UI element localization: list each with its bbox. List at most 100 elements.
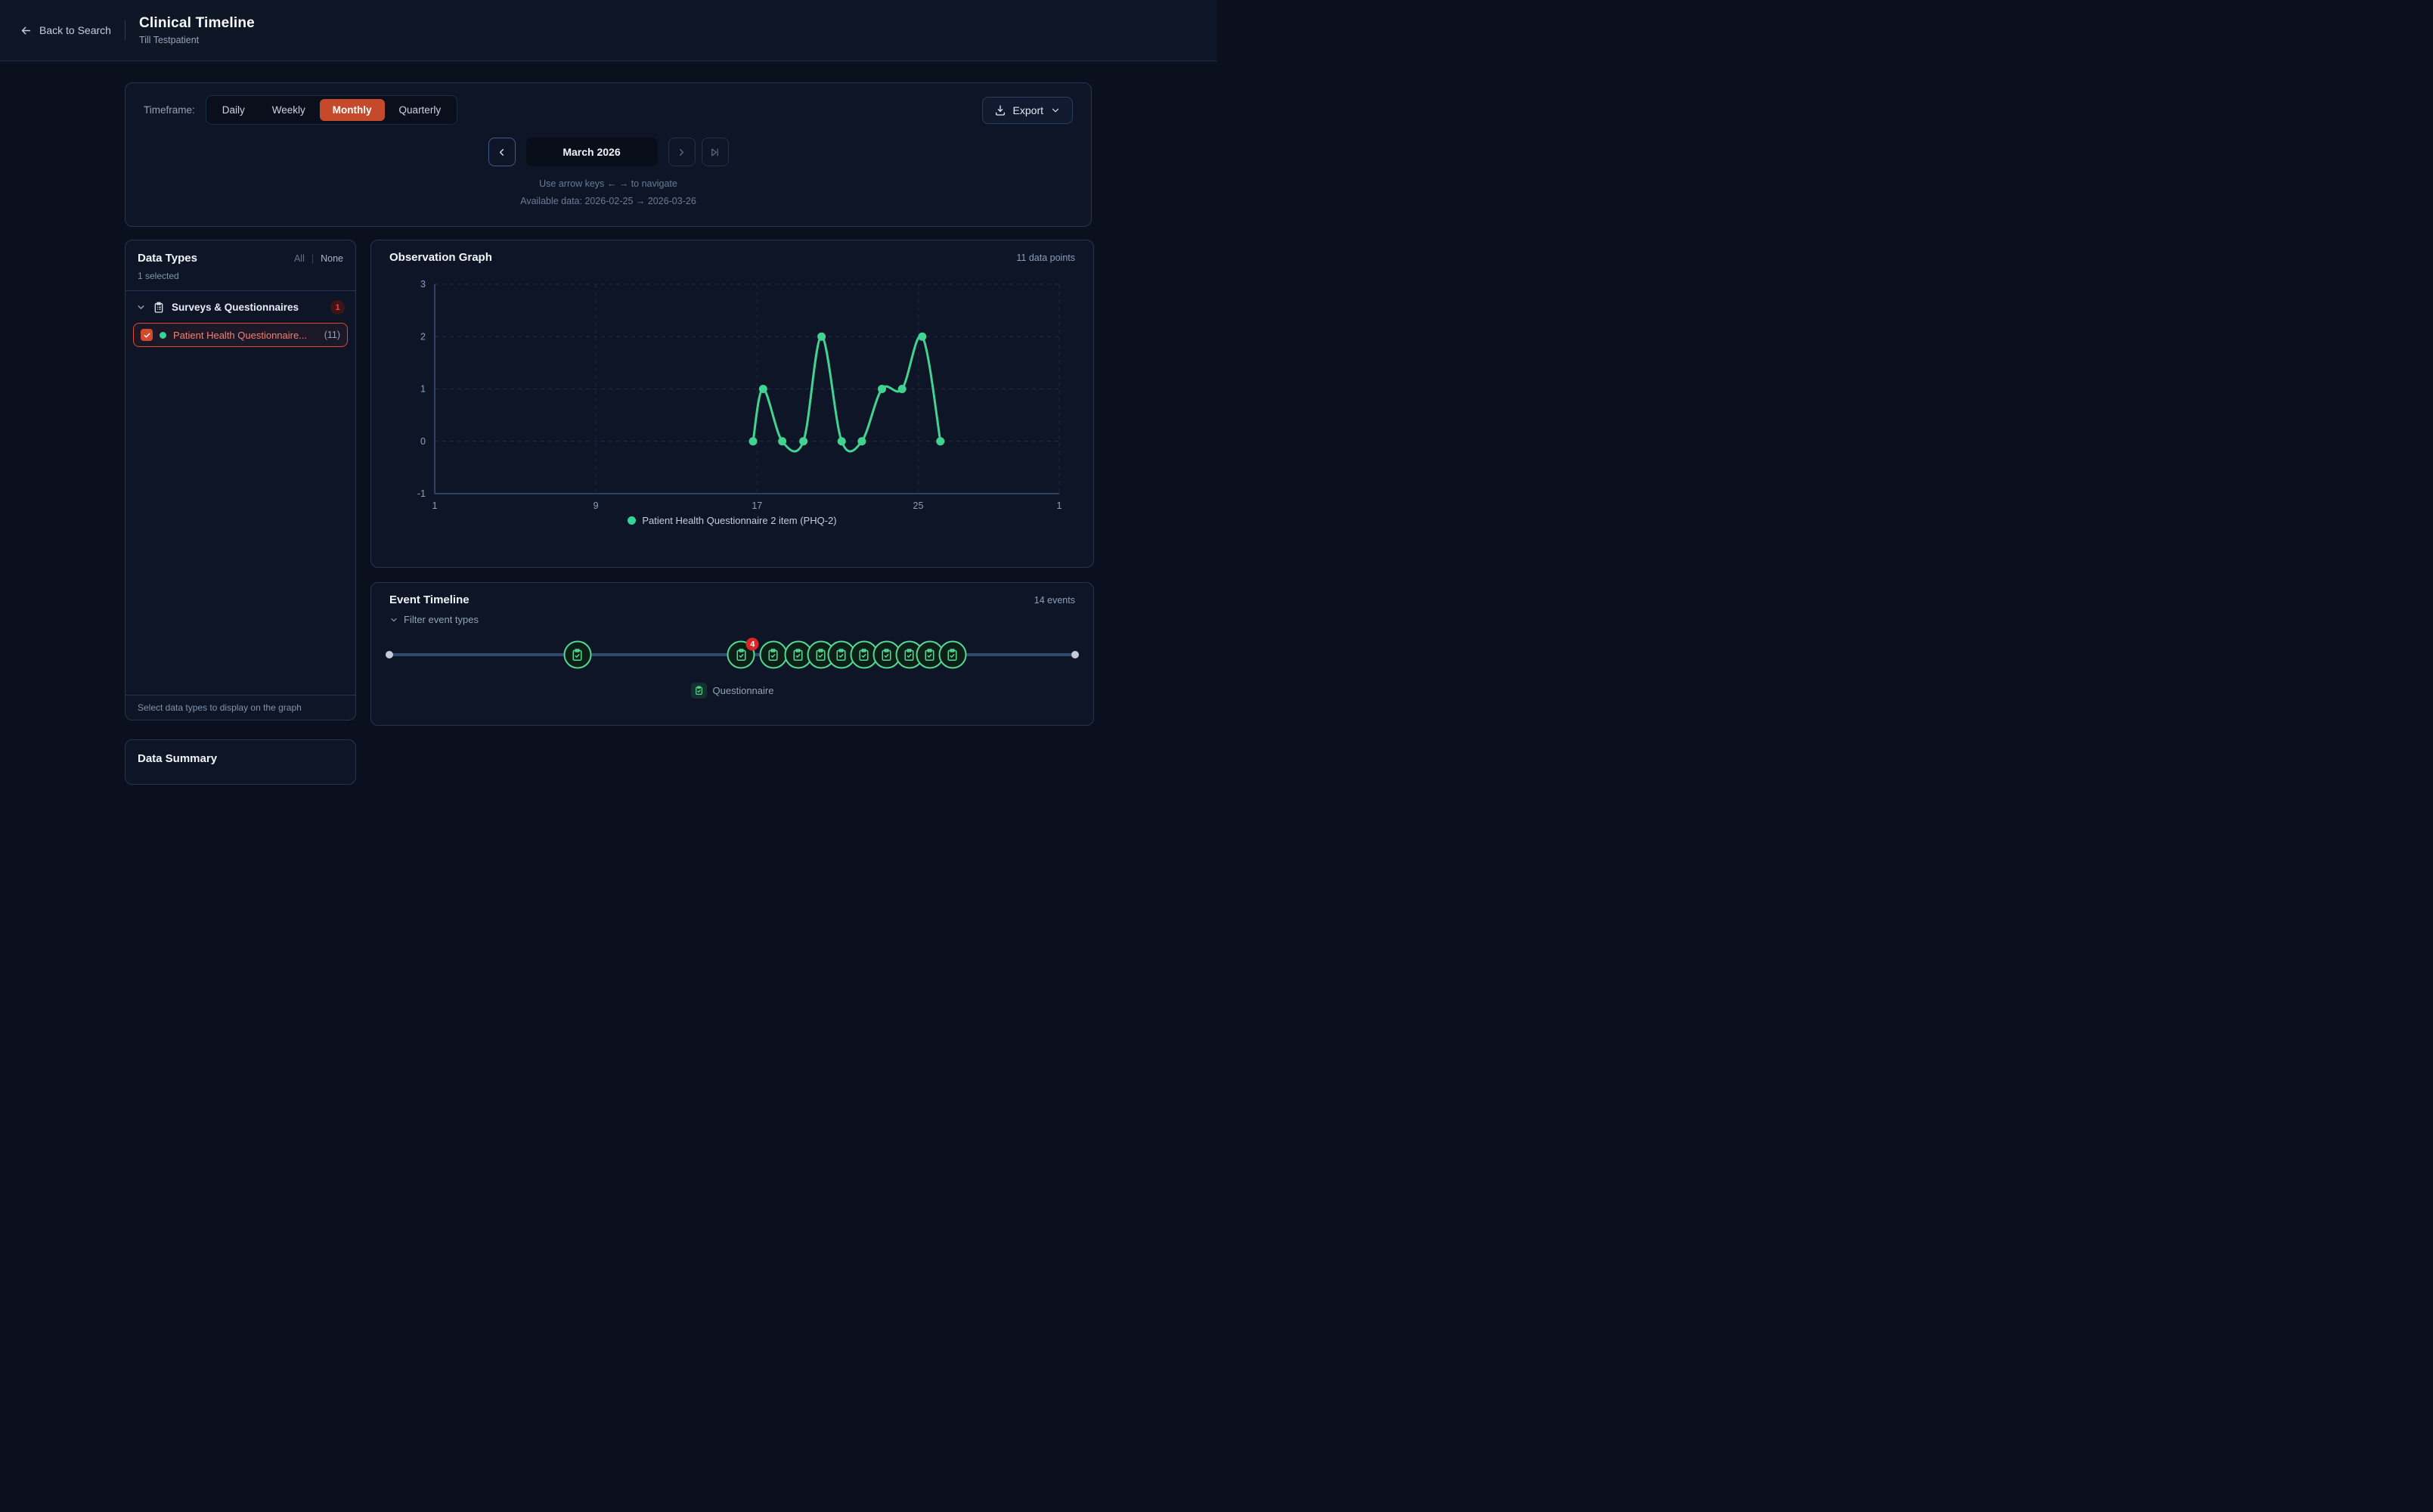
data-summary-title: Data Summary bbox=[138, 752, 343, 765]
series-color-dot bbox=[160, 332, 166, 339]
legend-series-label: Patient Health Questionnaire 2 item (PHQ… bbox=[642, 515, 836, 526]
clipboard-check-icon bbox=[571, 648, 584, 662]
event-marker[interactable] bbox=[759, 641, 787, 669]
back-label: Back to Search bbox=[39, 24, 111, 36]
observation-graph-title: Observation Graph bbox=[389, 251, 492, 264]
filter-event-types-toggle[interactable]: Filter event types bbox=[389, 614, 479, 625]
event-marker[interactable] bbox=[563, 641, 591, 669]
event-timeline-card: Event Timeline 14 events Filter event ty… bbox=[370, 582, 1094, 726]
event-timeline-track: 4 bbox=[389, 633, 1075, 677]
legend-series-dot bbox=[628, 516, 636, 525]
timeframe-option-quarterly[interactable]: Quarterly bbox=[386, 99, 454, 121]
data-type-item-phq[interactable]: Patient Health Questionnaire... (11) bbox=[133, 323, 348, 347]
clipboard-check-icon bbox=[792, 648, 805, 662]
data-type-label: Patient Health Questionnaire... bbox=[173, 330, 318, 341]
svg-text:25: 25 bbox=[913, 500, 924, 511]
clipboard-check-icon bbox=[903, 648, 916, 662]
group-label: Surveys & Questionnaires bbox=[172, 302, 324, 313]
clipboard-check-icon bbox=[946, 648, 959, 662]
data-point-count: 11 data points bbox=[1016, 253, 1075, 263]
export-label: Export bbox=[1013, 104, 1043, 116]
arrow-left-icon bbox=[20, 24, 33, 37]
data-point bbox=[918, 333, 926, 341]
timeframe-option-weekly[interactable]: Weekly bbox=[259, 99, 318, 121]
timeframe-segmented-control: Daily Weekly Monthly Quarterly bbox=[206, 95, 457, 125]
questionnaire-legend-icon-box bbox=[691, 683, 707, 699]
svg-text:-1: -1 bbox=[417, 488, 426, 499]
data-types-title: Data Types bbox=[138, 252, 197, 265]
previous-period-button[interactable] bbox=[488, 138, 516, 166]
next-period-button[interactable] bbox=[668, 138, 696, 166]
data-point bbox=[799, 437, 807, 445]
clipboard-check-icon bbox=[835, 648, 848, 662]
data-summary-card: Data Summary bbox=[125, 739, 356, 785]
data-point bbox=[878, 385, 886, 393]
chevron-down-icon bbox=[389, 615, 398, 624]
skip-to-latest-button[interactable] bbox=[702, 138, 729, 166]
select-none-button[interactable]: None bbox=[321, 253, 343, 264]
timeframe-option-monthly[interactable]: Monthly bbox=[320, 99, 385, 121]
available-data-range: Available data: 2026-02-25 → 2026-03-26 bbox=[144, 196, 1073, 206]
clipboard-check-icon bbox=[734, 648, 748, 662]
selected-count: 1 selected bbox=[138, 271, 343, 281]
observation-chart: -1 0 1 2 3 1 9 17 25 1 bbox=[389, 271, 1075, 513]
page-title: Clinical Timeline bbox=[139, 15, 255, 32]
data-point bbox=[857, 437, 866, 445]
event-cluster-badge: 4 bbox=[746, 638, 759, 651]
app-header: Back to Search Clinical Timeline Till Te… bbox=[0, 0, 1216, 61]
clipboard-list-icon bbox=[153, 302, 165, 314]
svg-text:1: 1 bbox=[420, 384, 426, 395]
svg-text:1: 1 bbox=[432, 500, 438, 511]
clipboard-check-icon bbox=[923, 648, 937, 662]
select-all-button[interactable]: All bbox=[294, 253, 305, 264]
timeframe-option-daily[interactable]: Daily bbox=[209, 99, 258, 121]
data-point bbox=[936, 437, 944, 445]
svg-text:2: 2 bbox=[420, 331, 426, 342]
all-none-separator: | bbox=[311, 253, 314, 264]
svg-text:3: 3 bbox=[420, 279, 426, 290]
timeframe-card: Timeframe: Daily Weekly Monthly Quarterl… bbox=[125, 82, 1092, 227]
group-surveys-questionnaires[interactable]: Surveys & Questionnaires 1 bbox=[126, 291, 355, 321]
sidebar-footer-hint: Select data types to display on the grap… bbox=[126, 695, 355, 720]
export-button[interactable]: Export bbox=[982, 97, 1073, 124]
skip-forward-icon bbox=[709, 147, 721, 158]
clipboard-check-icon bbox=[857, 648, 871, 662]
timeline-start-dot bbox=[386, 651, 393, 658]
data-point bbox=[759, 385, 767, 393]
filter-label: Filter event types bbox=[404, 614, 479, 625]
current-period-label: March 2026 bbox=[526, 138, 658, 166]
questionnaire-legend-label: Questionnaire bbox=[713, 685, 774, 696]
clipboard-check-icon bbox=[814, 648, 828, 662]
chevron-left-icon bbox=[496, 147, 507, 158]
data-types-panel: Data Types All | None 1 selected bbox=[125, 240, 356, 720]
data-point bbox=[748, 437, 757, 445]
svg-text:0: 0 bbox=[420, 436, 426, 447]
clipboard-check-icon bbox=[767, 648, 780, 662]
checkbox-checked[interactable] bbox=[141, 329, 153, 341]
event-timeline-title: Event Timeline bbox=[389, 593, 470, 606]
svg-text:1: 1 bbox=[1057, 500, 1062, 511]
clipboard-check-icon bbox=[880, 648, 894, 662]
event-marker[interactable] bbox=[938, 641, 966, 669]
keyboard-hint: Use arrow keys ← → to navigate bbox=[144, 178, 1073, 189]
event-marker[interactable]: 4 bbox=[727, 641, 755, 669]
download-icon bbox=[994, 104, 1006, 116]
data-type-count: (11) bbox=[324, 330, 340, 340]
data-point bbox=[898, 385, 907, 393]
svg-text:17: 17 bbox=[752, 500, 762, 511]
header-divider bbox=[125, 20, 126, 40]
chevron-right-icon bbox=[676, 147, 687, 158]
patient-name: Till Testpatient bbox=[139, 35, 255, 45]
timeline-end-dot bbox=[1071, 651, 1079, 658]
data-point bbox=[817, 333, 826, 341]
timeframe-label: Timeframe: bbox=[144, 104, 195, 116]
event-count: 14 events bbox=[1034, 595, 1075, 606]
chevron-down-icon bbox=[136, 302, 146, 312]
observation-graph-card: Observation Graph 11 data points -1 0 1 2 3 1… bbox=[370, 240, 1094, 568]
chevron-down-icon bbox=[1050, 105, 1061, 116]
svg-text:9: 9 bbox=[594, 500, 599, 511]
group-selected-badge: 1 bbox=[330, 300, 345, 314]
data-point bbox=[778, 437, 786, 445]
back-to-search-button[interactable]: Back to Search bbox=[20, 24, 111, 37]
data-point bbox=[838, 437, 846, 445]
